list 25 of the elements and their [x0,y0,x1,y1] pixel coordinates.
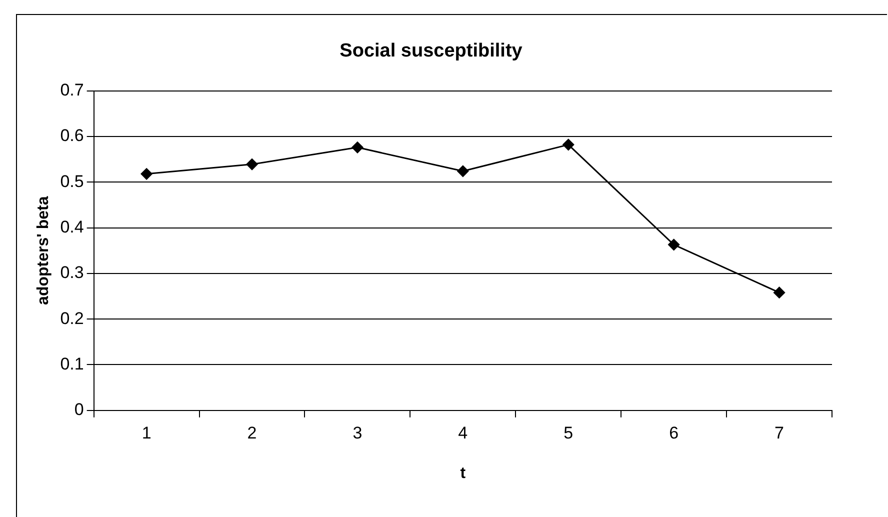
y-tick-label: 0.4 [60,217,84,236]
y-tick-label: 0.1 [60,354,84,374]
y-tick-label: 0.2 [60,308,84,328]
y-tick-label: 0.7 [60,80,84,100]
point [774,286,786,298]
x-tick-label: 4 [458,423,468,442]
chart-title: Social susceptibility [340,40,523,62]
y-tick-label: 0.3 [60,263,84,282]
point [562,138,574,150]
y-tick-label: 0.5 [60,172,84,191]
x-tick-label: 7 [774,423,784,442]
x-tick-label: 2 [247,423,257,442]
point [668,238,680,250]
y-axis-title: adopters' beta [35,196,52,305]
y-tick-label: 0 [74,400,84,420]
point [352,142,364,154]
x-tick-label: 3 [352,423,362,442]
x-tick-label: 6 [669,423,679,442]
x-tick-label: 5 [564,423,574,442]
point [246,158,258,170]
point [140,168,152,180]
x-tick-label: 1 [142,423,152,442]
x-axis-title: t [460,464,466,482]
point [457,165,469,177]
y-tick-label: 0.6 [60,126,84,146]
